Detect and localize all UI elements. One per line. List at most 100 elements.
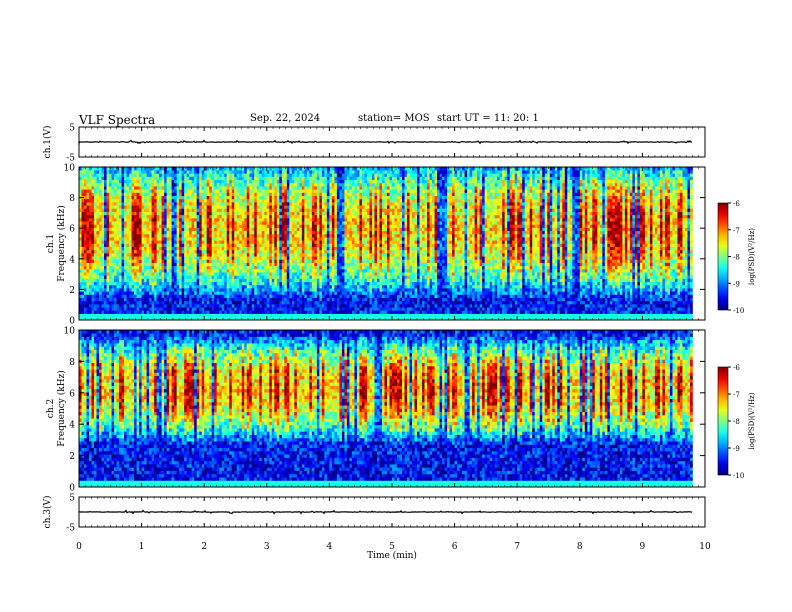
spectrogram-cell — [137, 244, 140, 247]
spectrogram-cell — [142, 208, 145, 211]
spectrogram-cell — [162, 301, 165, 304]
spectrogram-cell — [82, 240, 85, 243]
spectrogram-cell — [159, 215, 162, 218]
spectrogram-cell — [99, 288, 102, 291]
spectrogram-cell — [144, 259, 147, 262]
spectrogram-cell — [114, 186, 117, 189]
spectrogram-cell — [94, 189, 97, 192]
spectrogram-cell — [109, 228, 112, 231]
spectrogram-cell — [94, 263, 97, 266]
spectrogram-cell — [152, 189, 155, 192]
spectrogram-cell — [87, 250, 90, 253]
spectrogram-cell — [109, 183, 112, 186]
spectrogram-cell — [149, 240, 152, 243]
spectrogram-cell — [132, 253, 135, 256]
spectrogram-cell — [127, 170, 130, 173]
spectrogram-cell — [82, 310, 85, 313]
spectrogram-cell — [107, 208, 110, 211]
spectrogram-cell — [94, 193, 97, 196]
spectrogram-cell — [97, 314, 100, 317]
spectrogram-cell — [109, 234, 112, 237]
spectrogram-cell — [127, 180, 130, 183]
spectrogram-cell — [97, 234, 100, 237]
spectrogram-cell — [139, 291, 142, 294]
spectrogram-cell — [127, 259, 130, 262]
spectrogram-cell — [152, 224, 155, 227]
spectrogram-cell — [147, 170, 150, 173]
spectrogram-cell — [114, 212, 117, 215]
spectrogram-cell — [124, 205, 127, 208]
spectrogram-cell — [82, 275, 85, 278]
spectrogram-cell — [132, 307, 135, 310]
spectrogram-cell — [99, 256, 102, 259]
spectrogram-cell — [142, 180, 145, 183]
spectrogram-cell — [109, 218, 112, 221]
spectrogram-cell — [94, 275, 97, 278]
spectrogram-cell — [119, 202, 122, 205]
spectrogram-cell — [122, 224, 125, 227]
spectrogram-cell — [127, 234, 130, 237]
spectrogram-cell — [112, 215, 115, 218]
spectrogram-cell — [87, 193, 90, 196]
spectrogram-cell — [139, 304, 142, 307]
spectrogram-cell — [132, 250, 135, 253]
spectrogram-cell — [119, 228, 122, 231]
spectrogram-cell — [157, 285, 160, 288]
spectrogram-cell — [137, 167, 140, 170]
spectrogram-cell — [92, 173, 95, 176]
spectrogram-cell — [122, 199, 125, 202]
spectrogram-cell — [162, 291, 165, 294]
spectrogram-cell — [92, 202, 95, 205]
spectrogram-cell — [127, 266, 130, 269]
spectrogram-cell — [112, 298, 115, 301]
spectrogram-cell — [124, 295, 127, 298]
spectrogram-cell — [142, 282, 145, 285]
spectrogram-cell — [94, 298, 97, 301]
spectrogram-cell — [159, 173, 162, 176]
spectrogram-cell — [134, 224, 137, 227]
spectrogram-cell — [112, 247, 115, 250]
spectrogram-cell — [159, 291, 162, 294]
spectrogram-cell — [137, 253, 140, 256]
spectrogram-cell — [124, 288, 127, 291]
spectrogram-cell — [139, 272, 142, 275]
spectrogram-cell — [112, 240, 115, 243]
spectrogram-cell — [149, 173, 152, 176]
spectrogram-cell — [87, 177, 90, 180]
spectrogram-cell — [124, 282, 127, 285]
spectrogram-cell — [157, 263, 160, 266]
spectrogram-cell — [134, 263, 137, 266]
spectrogram-cell — [97, 307, 100, 310]
spectrogram-cell — [119, 269, 122, 272]
spectrogram-cell — [102, 180, 105, 183]
spectrogram-cell — [124, 189, 127, 192]
spectrogram-cell — [104, 215, 107, 218]
spectrogram-cell — [144, 304, 147, 307]
spectrogram-cell — [112, 167, 115, 170]
spectrogram-cell — [137, 170, 140, 173]
spectrogram-cell — [157, 298, 160, 301]
spectrogram-cell — [107, 288, 110, 291]
spectrogram-cell — [119, 279, 122, 282]
spectrogram-cell — [84, 295, 87, 298]
spectrogram-cell — [152, 295, 155, 298]
spectrogram-cell — [159, 269, 162, 272]
spectrogram-cell — [87, 307, 90, 310]
spectrogram-cell — [107, 301, 110, 304]
spectrogram-cell — [94, 208, 97, 211]
spectrogram-cell — [104, 314, 107, 317]
spectrogram-cell — [122, 304, 125, 307]
spectrogram-cell — [112, 193, 115, 196]
spectrogram-cell — [92, 218, 95, 221]
spectrogram-cell — [147, 272, 150, 275]
spectrogram-cell — [124, 234, 127, 237]
spectrogram-cell — [137, 224, 140, 227]
spectrogram-cell — [104, 282, 107, 285]
spectrogram-cell — [149, 228, 152, 231]
spectrogram-cell — [132, 177, 135, 180]
spectrogram-cell — [142, 196, 145, 199]
spectrogram-cell — [154, 244, 157, 247]
spectrogram-cell — [142, 237, 145, 240]
spectrogram-cell — [147, 266, 150, 269]
spectrogram-cell — [154, 224, 157, 227]
